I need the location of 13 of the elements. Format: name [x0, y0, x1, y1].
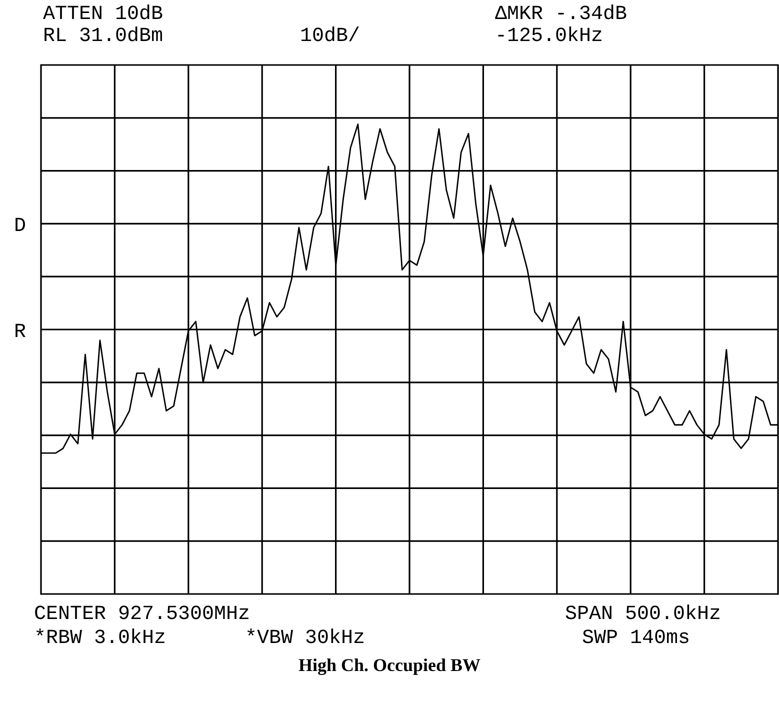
text: R: [14, 321, 26, 344]
text: High Ch. Occupied BW: [297, 655, 482, 676]
text: *VBW 30kHz: [245, 627, 366, 650]
text: D: [14, 215, 26, 238]
text: CENTER 927.5300MHz: [34, 603, 250, 626]
text: -125.0kHz: [495, 25, 604, 48]
text: RL 31.0dBm: [43, 25, 164, 48]
text: SPAN 500.0kHz: [565, 603, 722, 626]
text: 10dB/: [300, 25, 360, 48]
text: *RBW 3.0kHz: [34, 627, 166, 650]
text: ATTEN 10dB: [43, 3, 164, 26]
text: SWP 140ms: [582, 627, 690, 650]
text: ΔMKR -.34dB: [495, 3, 628, 26]
